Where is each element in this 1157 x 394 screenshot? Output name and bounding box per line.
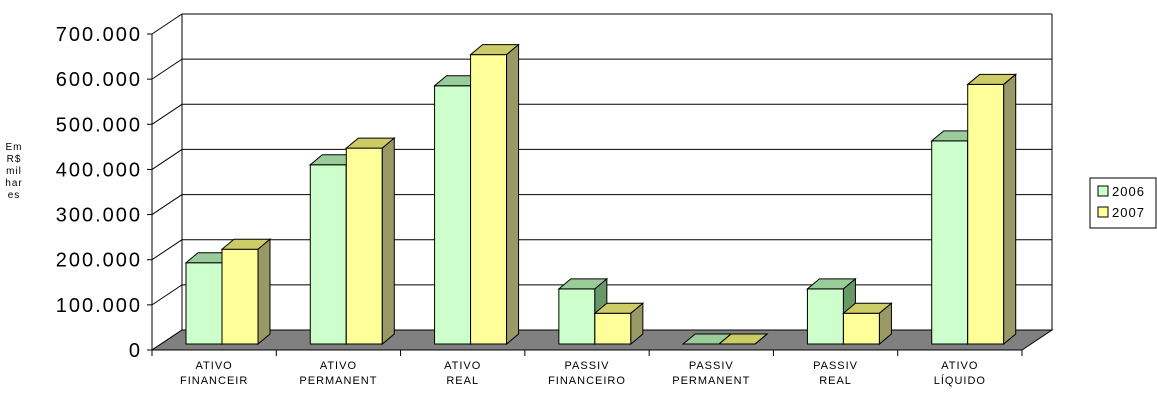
bar-front-2007-2 — [470, 54, 508, 345]
y-axis-label-line-3: har — [5, 178, 22, 189]
bar-side-2007-4 — [754, 333, 768, 345]
y-tick-label-3: 300.000 — [56, 205, 142, 227]
chart-labels: 0 100.000 200.000 300.000 400.000 500.000 600.… — [5, 24, 986, 387]
bar-side-2007-1 — [381, 137, 395, 346]
y-axis-label-line-1: R$ — [7, 154, 22, 165]
x-category-label-3-1: FINANCEIRO — [548, 375, 626, 387]
bar-2007-2 — [469, 43, 520, 346]
x-category-label-0-0: ATIVO — [196, 360, 233, 372]
chart-axes — [147, 33, 1023, 356]
y-tick-label-5: 500.000 — [56, 114, 142, 136]
bar-front-2006-2 — [434, 85, 472, 345]
x-category-label-4-1: PERMANENT — [672, 375, 750, 387]
legend-swatch-2007 — [1097, 206, 1109, 218]
bar-side-2007-0 — [257, 238, 271, 346]
gridline-side-6 — [151, 58, 183, 80]
bar-front-2006-0 — [185, 262, 223, 345]
bar-front-2007-1 — [345, 147, 383, 345]
legend-label-2006: 2006 — [1112, 184, 1145, 199]
y-tick-label-1: 100.000 — [56, 295, 142, 317]
bar-front-2007-5 — [842, 312, 880, 345]
x-category-label-6-1: LÍQUIDO — [934, 374, 986, 387]
y-tick-label-4: 400.000 — [56, 159, 142, 181]
bar-2007-3 — [593, 302, 645, 346]
y-tick-label-2: 200.000 — [56, 250, 142, 272]
x-category-label-1-0: ATIVO — [320, 360, 357, 372]
x-category-label-4-0: PASSIV — [689, 360, 734, 372]
legend-label-2007: 2007 — [1112, 205, 1145, 220]
gridline-side-4 — [151, 149, 183, 170]
x-category-label-0-1: FINANCEIR — [180, 375, 248, 387]
y-tick-label-7: 700.000 — [56, 24, 142, 46]
bar-2006-3 — [557, 277, 609, 346]
gridline-side-5 — [151, 103, 183, 125]
gridline-side-7 — [151, 13, 183, 35]
gridline-side-2 — [151, 239, 183, 261]
x-category-label-5-0: PASSIV — [813, 360, 858, 372]
bar-2007-5 — [842, 302, 893, 346]
bar-2007-6 — [966, 73, 1018, 346]
y-tick-label-6: 600.000 — [56, 69, 142, 91]
bar-2007-1 — [344, 137, 396, 346]
bar-front-2006-5 — [806, 288, 844, 345]
bar-front-2006-1 — [309, 164, 347, 345]
bar-2007-4 — [717, 333, 769, 345]
y-axis-label-line-0: Em — [6, 142, 23, 153]
x-category-label-1-1: PERMANENT — [299, 375, 377, 387]
bar-side-2007-6 — [1003, 73, 1017, 346]
bar-front-2006-3 — [558, 288, 596, 345]
x-category-label-2-1: REAL — [446, 375, 479, 387]
bar-side-2007-5 — [878, 302, 892, 346]
bar-side-2007-2 — [506, 43, 520, 346]
y-axis-label-line-4: es — [8, 190, 21, 201]
bar-front-2007-6 — [967, 83, 1005, 345]
gridline-side-1 — [151, 284, 183, 306]
x-category-label-2-0: ATIVO — [444, 360, 481, 372]
gridline-side-3 — [151, 194, 183, 215]
y-tick-label-0: 0 — [129, 340, 142, 362]
bar-front-2007-3 — [594, 312, 632, 345]
x-category-label-6-0: ATIVO — [941, 360, 978, 372]
legend-swatch-2006 — [1097, 185, 1109, 197]
bar-side-2007-3 — [630, 302, 644, 346]
chart-bars — [184, 43, 1018, 346]
y-axis-label-line-2: mil — [6, 166, 22, 177]
bar-front-2006-6 — [931, 140, 969, 345]
chart-legend: 2006 2007 — [1089, 177, 1157, 229]
x-category-label-3-0: PASSIV — [565, 360, 610, 372]
bar-front-2007-0 — [221, 248, 259, 345]
bar-2007-0 — [220, 238, 272, 346]
x-category-label-5-1: REAL — [819, 375, 852, 387]
